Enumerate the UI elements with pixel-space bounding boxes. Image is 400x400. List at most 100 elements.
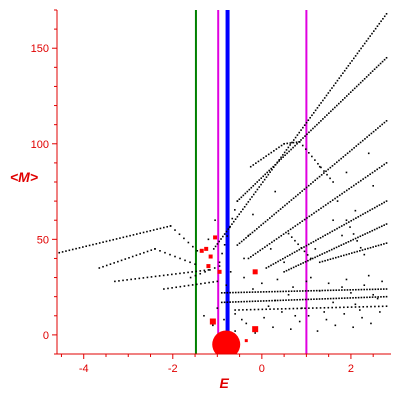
data-point [261, 308, 264, 311]
data-point [312, 240, 315, 243]
data-point [322, 99, 324, 102]
data-point [362, 213, 364, 216]
data-point [332, 297, 335, 300]
data-point [379, 311, 381, 313]
data-point [343, 69, 346, 72]
data-point [366, 232, 369, 234]
data-point [351, 89, 354, 92]
data-point [334, 106, 336, 109]
data-point [283, 151, 286, 154]
data-point [223, 243, 226, 246]
data-point [268, 217, 271, 219]
data-point [258, 179, 261, 181]
data-point [256, 228, 258, 230]
data-point [266, 171, 268, 174]
data-point [325, 94, 328, 97]
data-point [367, 274, 370, 277]
data-point [345, 95, 348, 97]
data-point [158, 275, 161, 277]
data-point [287, 146, 290, 149]
data-point [321, 260, 324, 263]
y-tick-label: 150 [31, 43, 49, 55]
data-point [322, 235, 324, 238]
data-point [381, 165, 383, 167]
data-point [286, 255, 289, 257]
data-point [332, 257, 334, 260]
data-point [361, 234, 364, 236]
data-point [310, 298, 312, 301]
data-point [307, 184, 310, 187]
data-point [174, 255, 176, 258]
data-point [306, 254, 309, 256]
data-point [325, 170, 327, 173]
data-point [331, 306, 333, 309]
data-point [307, 119, 310, 122]
data-point [232, 220, 235, 223]
data-point [298, 320, 301, 323]
data-point [333, 84, 335, 87]
data-point [281, 206, 284, 209]
data-point [329, 258, 332, 261]
data-point [311, 114, 313, 117]
data-point [282, 299, 285, 302]
data-point [251, 300, 254, 303]
data-point [296, 142, 298, 145]
data-point [383, 121, 386, 124]
data-point [338, 289, 340, 291]
data-point [360, 288, 363, 291]
data-point [199, 272, 202, 275]
data-point [321, 253, 324, 255]
data-point [327, 289, 329, 292]
data-point [363, 78, 366, 80]
data-point [341, 192, 343, 195]
data-point [226, 291, 229, 294]
data-point [324, 204, 327, 206]
data-point [268, 169, 270, 172]
data-point [349, 297, 352, 299]
data-point [297, 264, 300, 266]
data-point [223, 291, 226, 294]
data-point [319, 254, 321, 256]
data-point [304, 290, 307, 292]
data-point [365, 40, 368, 42]
data-point [243, 206, 246, 208]
data-point [333, 247, 335, 250]
data-point [196, 250, 199, 252]
data-point [290, 148, 292, 151]
data-point [385, 305, 388, 308]
data-point [314, 256, 316, 259]
data-point [204, 282, 206, 284]
data-point [276, 162, 278, 164]
data-point [374, 288, 377, 291]
data-point [357, 216, 360, 218]
data-point [340, 157, 342, 160]
data-point [303, 218, 306, 221]
data-point [234, 301, 237, 303]
data-point [183, 272, 185, 274]
data-point [189, 261, 191, 264]
data-point [220, 238, 222, 240]
data-point [378, 204, 381, 206]
data-point [291, 141, 293, 144]
data-point [273, 213, 275, 216]
data-point [192, 245, 194, 248]
data-point [242, 194, 245, 197]
data-point [302, 137, 304, 139]
data-point [169, 253, 171, 256]
data-point [285, 269, 288, 272]
data-point [289, 144, 291, 146]
data-point [280, 234, 283, 237]
data-point [364, 233, 366, 235]
data-point [288, 201, 291, 203]
data-point [377, 305, 380, 308]
data-point [320, 120, 322, 122]
data-point [203, 314, 205, 317]
data-point [179, 285, 182, 288]
data-point [264, 220, 267, 223]
data-point [248, 188, 251, 191]
data-point [355, 217, 357, 219]
data-point [228, 226, 231, 229]
data-point [126, 279, 128, 281]
data-point [212, 324, 214, 327]
data-point [335, 289, 338, 291]
